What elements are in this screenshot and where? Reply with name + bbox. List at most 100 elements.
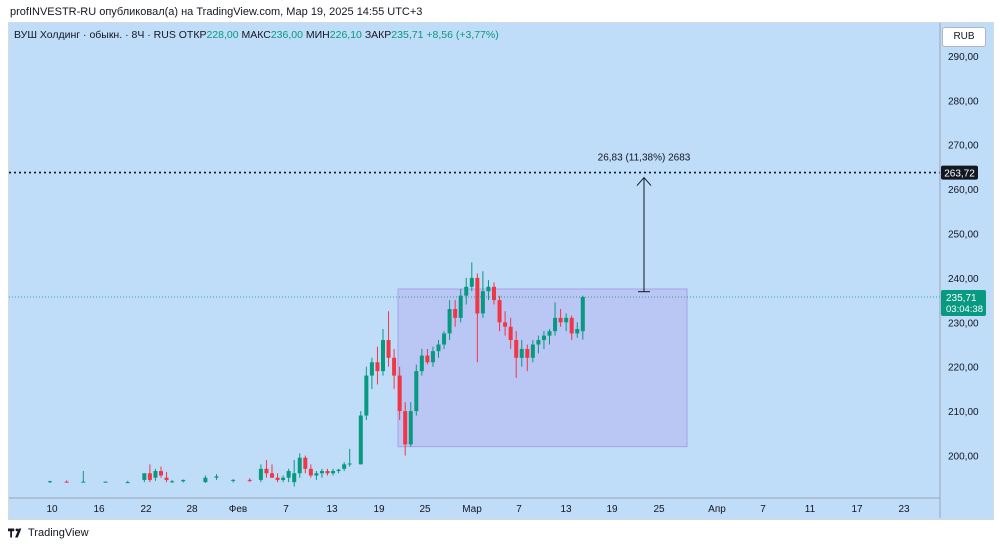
candle-body bbox=[425, 355, 430, 363]
candle-body bbox=[558, 317, 563, 323]
symbol-name[interactable]: ВУШ Холдинг · обыкн. · 8Ч · RUS bbox=[14, 29, 176, 41]
open-value: 228,00 bbox=[206, 29, 239, 41]
candle-body bbox=[442, 333, 447, 345]
candle-body bbox=[419, 355, 424, 372]
candle-body bbox=[203, 477, 208, 483]
x-tick-label: 23 bbox=[898, 504, 910, 515]
close-label: ЗАКР bbox=[364, 29, 392, 41]
candle-body bbox=[125, 482, 130, 484]
candle-body bbox=[530, 344, 535, 358]
candle-body bbox=[270, 473, 274, 478]
candle-body bbox=[519, 348, 524, 358]
x-tick-label: 10 bbox=[46, 504, 58, 515]
tradingview-logo-icon bbox=[8, 528, 22, 538]
candle-body bbox=[275, 477, 280, 480]
x-tick-label: 16 bbox=[93, 504, 105, 515]
y-tick-label: 280,00 bbox=[948, 96, 979, 107]
y-tick-label: 240,00 bbox=[948, 274, 979, 285]
candle-body bbox=[403, 411, 408, 445]
candle-body bbox=[303, 457, 308, 469]
x-tick-label: 13 bbox=[560, 504, 572, 515]
candle-body bbox=[536, 340, 541, 345]
candle-body bbox=[247, 479, 252, 481]
candle-body bbox=[181, 479, 186, 482]
candle-body bbox=[580, 296, 585, 332]
candle-body bbox=[397, 375, 402, 412]
x-tick-label: 17 bbox=[851, 504, 863, 515]
x-tick-label: Апр bbox=[708, 504, 726, 515]
candle-body bbox=[553, 317, 558, 332]
candle-body bbox=[475, 277, 480, 314]
candle-body bbox=[142, 473, 147, 480]
candle-body bbox=[347, 463, 352, 465]
low-value: 226,10 bbox=[329, 29, 362, 41]
candle-body bbox=[286, 471, 291, 478]
candle-body bbox=[314, 473, 319, 476]
candle-body bbox=[292, 473, 297, 483]
change-value: +8,56 (+3,77%) bbox=[426, 29, 499, 41]
candle-body bbox=[48, 481, 52, 483]
candle-body bbox=[569, 317, 574, 334]
candle-body bbox=[464, 286, 469, 296]
close-value: 235,71 bbox=[391, 29, 424, 41]
last-price-tag-value: 235,71 bbox=[946, 293, 977, 304]
candle-body bbox=[458, 295, 463, 318]
x-tick-label: 22 bbox=[140, 504, 152, 515]
x-tick-label: 19 bbox=[373, 504, 385, 515]
candle-body bbox=[469, 277, 474, 287]
last-price-tag bbox=[941, 289, 986, 316]
symbol-legend: ВУШ Холдинг · обыкн. · 8Ч · RUS ОТКР228,… bbox=[14, 29, 499, 41]
footer-brand[interactable]: TradingView bbox=[8, 527, 89, 539]
x-tick-label: 7 bbox=[283, 504, 289, 515]
brand-name: TradingView bbox=[28, 527, 89, 539]
candle-body bbox=[164, 477, 169, 480]
candle-body bbox=[103, 481, 108, 483]
candle-body bbox=[414, 371, 419, 412]
candle-body bbox=[342, 464, 347, 469]
candle-body bbox=[297, 457, 302, 474]
x-tick-label: 7 bbox=[516, 504, 522, 515]
candle-body bbox=[386, 340, 391, 358]
candle-body bbox=[541, 335, 546, 341]
range-box-layer bbox=[397, 288, 688, 448]
x-tick-label: 28 bbox=[186, 504, 198, 515]
candles-layer bbox=[48, 262, 585, 487]
x-tick-label: 19 bbox=[606, 504, 618, 515]
candle-body bbox=[514, 340, 519, 358]
low-label: МИН bbox=[305, 29, 330, 41]
last-price-countdown: 03:04:38 bbox=[946, 304, 983, 315]
y-tick-label: 250,00 bbox=[948, 230, 979, 241]
y-tick-label: 290,00 bbox=[948, 52, 979, 63]
candle-body bbox=[430, 351, 435, 363]
range-box bbox=[397, 288, 688, 448]
published-line: profINVESTR-RU опубликовал(а) на Trading… bbox=[10, 6, 423, 18]
candle-body bbox=[369, 362, 374, 376]
candle-body bbox=[231, 479, 236, 481]
candle-body bbox=[508, 326, 513, 341]
candle-body bbox=[81, 481, 86, 483]
candle-body bbox=[547, 331, 552, 336]
candle-body bbox=[319, 471, 324, 474]
candle-body bbox=[575, 328, 580, 334]
candle-body bbox=[453, 308, 458, 318]
candle-body bbox=[492, 286, 496, 301]
candle-body bbox=[64, 481, 69, 483]
currency-button[interactable]: RUB bbox=[942, 27, 986, 47]
candle-body bbox=[358, 415, 363, 465]
target-price-tag bbox=[941, 165, 978, 180]
x-tick-label: 7 bbox=[760, 504, 766, 515]
x-tick-label: Фев bbox=[229, 504, 247, 515]
candle-body bbox=[564, 317, 569, 323]
candle-body bbox=[408, 411, 413, 445]
candle-body bbox=[159, 471, 163, 476]
candle-body bbox=[325, 471, 330, 474]
candle-body bbox=[375, 362, 380, 372]
measure-label: 26,83 (11,38%) 2683 bbox=[598, 153, 691, 164]
y-tick-label: 260,00 bbox=[948, 185, 979, 196]
candle-body bbox=[480, 291, 485, 314]
target-price-tag-label: 263,72 bbox=[944, 169, 975, 180]
candle-body bbox=[331, 471, 336, 474]
high-value: 236,00 bbox=[270, 29, 303, 41]
candle-body bbox=[214, 476, 219, 478]
